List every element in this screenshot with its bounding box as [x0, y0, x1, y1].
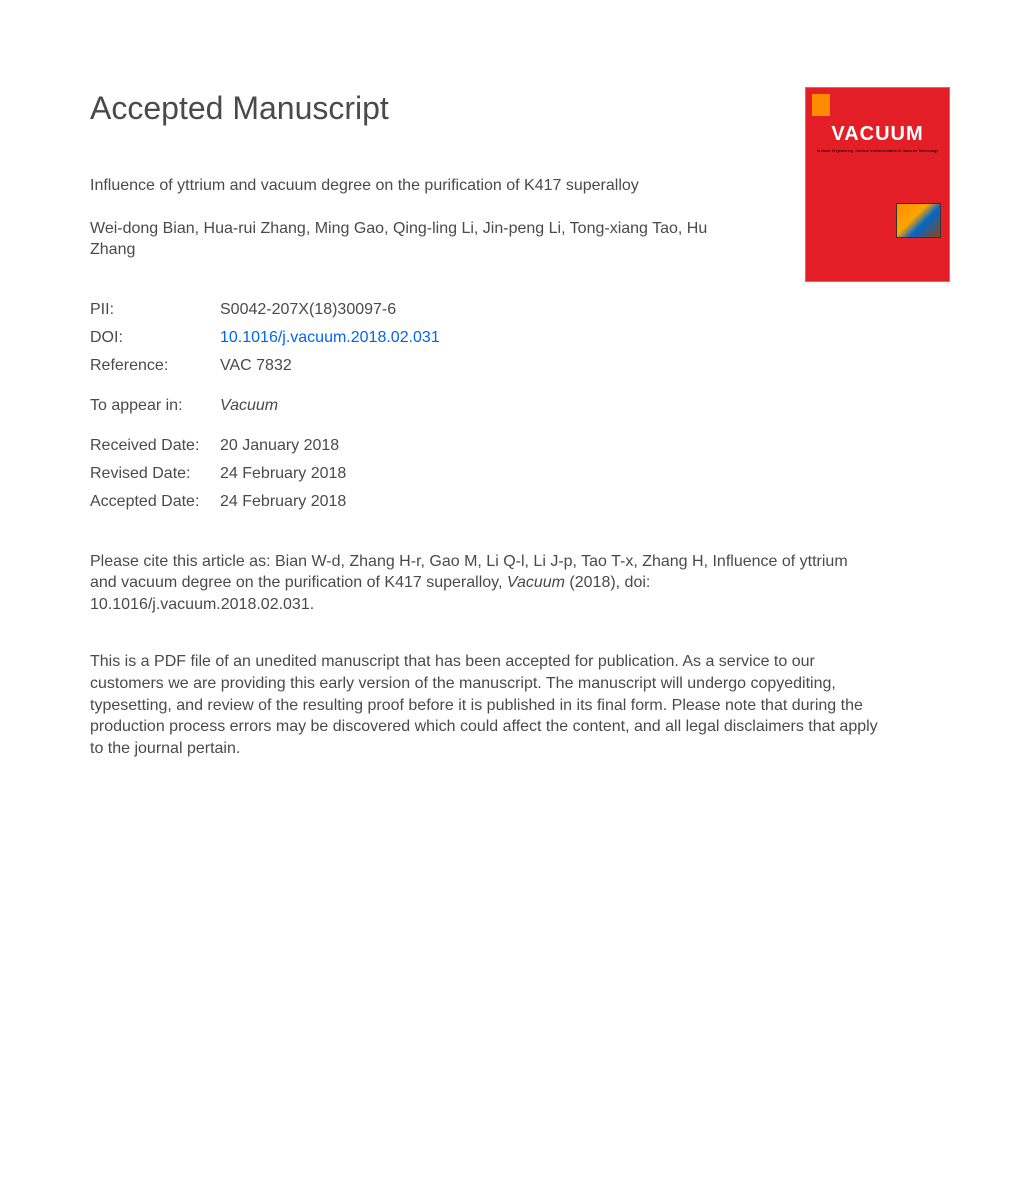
citation-prefix: Please cite this article as: Bian W-d, Z… — [90, 553, 848, 592]
citation-journal: Vacuum — [507, 574, 565, 591]
revised-date-value: 24 February 2018 — [220, 465, 346, 483]
pii-value: S0042-207X(18)30097-6 — [220, 301, 396, 319]
reference-value: VAC 7832 — [220, 357, 292, 375]
doi-row: DOI: 10.1016/j.vacuum.2018.02.031 — [90, 329, 930, 347]
received-date-value: 20 January 2018 — [220, 437, 339, 455]
doi-link[interactable]: 10.1016/j.vacuum.2018.02.031 — [220, 329, 440, 347]
accepted-date-label: Accepted Date: — [90, 493, 220, 511]
cover-journal-subtitle: Surface Engineering, Surface Instrumenta… — [806, 148, 949, 153]
reference-row: Reference: VAC 7832 — [90, 357, 930, 375]
accepted-date-value: 24 February 2018 — [220, 493, 346, 511]
revised-date-row: Revised Date: 24 February 2018 — [90, 465, 930, 483]
to-appear-value: Vacuum — [220, 397, 278, 415]
publisher-logo-icon — [812, 94, 830, 116]
accepted-date-row: Accepted Date: 24 February 2018 — [90, 493, 930, 511]
revised-date-label: Revised Date: — [90, 465, 220, 483]
dates-table: Received Date: 20 January 2018 Revised D… — [90, 437, 930, 511]
article-authors: Wei-dong Bian, Hua-rui Zhang, Ming Gao, … — [90, 219, 750, 261]
article-title: Influence of yttrium and vacuum degree o… — [90, 177, 730, 195]
journal-cover-thumbnail: VACUUM Surface Engineering, Surface Inst… — [805, 87, 950, 282]
cover-journal-title: VACUUM — [806, 123, 949, 146]
content-area: VACUUM Surface Engineering, Surface Inst… — [90, 177, 930, 759]
metadata-table: PII: S0042-207X(18)30097-6 DOI: 10.1016/… — [90, 301, 930, 375]
to-appear-row: To appear in: Vacuum — [90, 397, 930, 415]
to-appear-label: To appear in: — [90, 397, 220, 415]
pii-label: PII: — [90, 301, 220, 319]
received-date-row: Received Date: 20 January 2018 — [90, 437, 930, 455]
citation-text: Please cite this article as: Bian W-d, Z… — [90, 551, 850, 616]
cover-image-icon — [896, 203, 941, 238]
disclaimer-text: This is a PDF file of an unedited manusc… — [90, 651, 890, 759]
doi-label: DOI: — [90, 329, 220, 347]
page-title: Accepted Manuscript — [90, 90, 930, 127]
received-date-label: Received Date: — [90, 437, 220, 455]
pii-row: PII: S0042-207X(18)30097-6 — [90, 301, 930, 319]
reference-label: Reference: — [90, 357, 220, 375]
